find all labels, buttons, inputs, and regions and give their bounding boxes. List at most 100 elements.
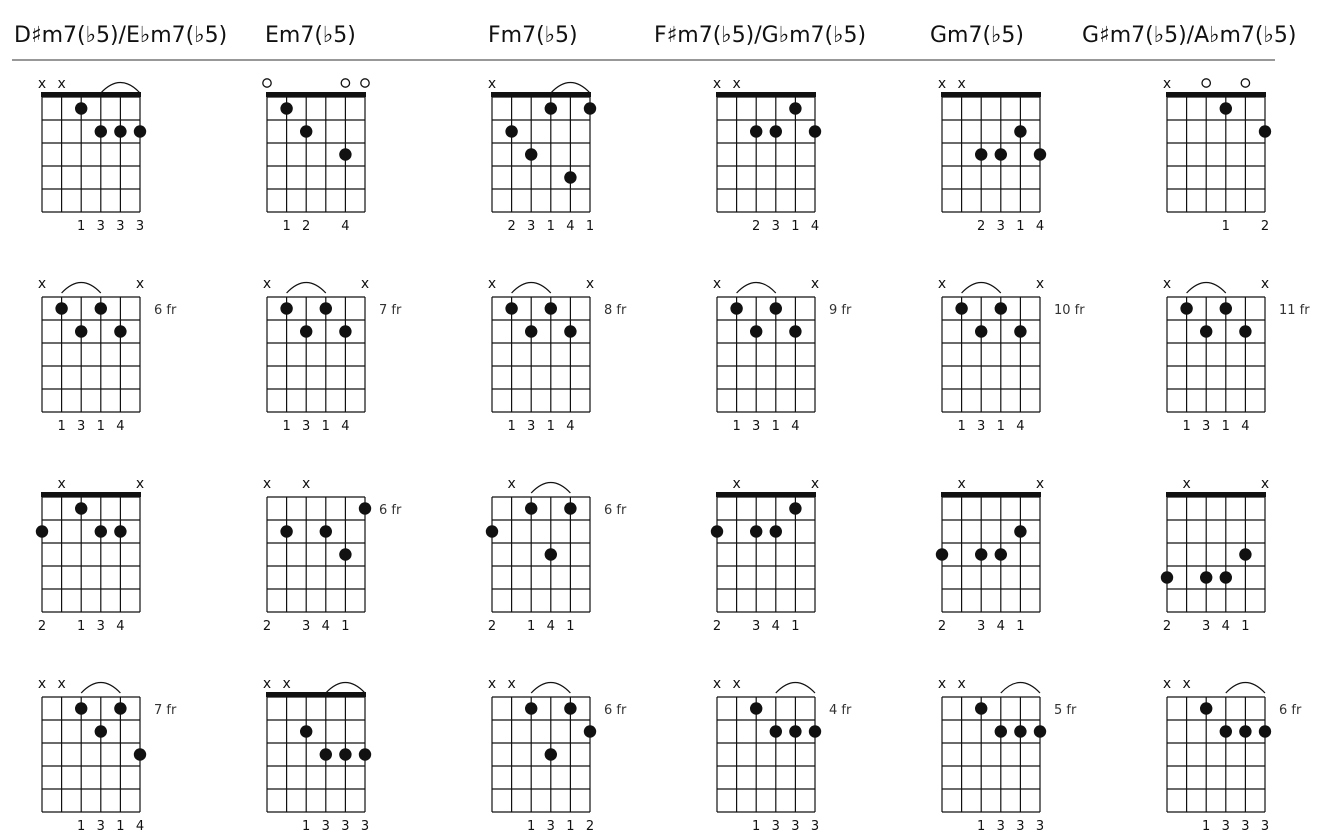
finger-dot <box>1200 702 1213 715</box>
finger-number: 3 <box>322 819 330 834</box>
finger-number: 1 <box>282 419 290 434</box>
finger-number: 3 <box>772 219 780 234</box>
muted-string-mark: x <box>713 676 721 692</box>
finger-dot <box>750 525 763 538</box>
nut-bar <box>266 92 366 97</box>
finger-dot <box>994 148 1007 161</box>
finger-number: 3 <box>341 819 349 834</box>
finger-dot <box>1239 725 1252 738</box>
finger-dot <box>94 302 108 315</box>
barre-arc <box>511 281 552 294</box>
finger-number: 3 <box>1202 619 1210 634</box>
finger-number: 1 <box>732 419 740 434</box>
finger-dot <box>94 125 108 138</box>
barre-arc <box>80 681 121 694</box>
finger-dot <box>339 325 352 338</box>
chord-diagram: 7 frx x1 3 1 4 <box>38 676 177 834</box>
chord-diagram: 7 frx x1 3 1 4 <box>263 276 402 434</box>
finger-dot <box>525 502 538 515</box>
finger-dot <box>114 125 127 138</box>
open-string-mark <box>340 78 351 88</box>
finger-dot <box>1180 302 1193 315</box>
finger-number: 3 <box>97 619 105 634</box>
finger-dot <box>114 702 127 715</box>
finger-number: 3 <box>977 619 985 634</box>
finger-number: 4 <box>547 619 555 634</box>
finger-number: 2 <box>1261 219 1269 234</box>
finger-number: 1 <box>586 219 594 234</box>
muted-string-mark: x <box>136 476 144 492</box>
finger-dot <box>1219 102 1233 115</box>
chord-diagrams: x x1 3 3 3 1 2 4x2 3 1 4 1x x2 3 1 4x x2 3 1 4x1 26 frx x1 3 1 4… <box>35 76 1310 834</box>
muted-string-mark: x <box>1163 76 1171 92</box>
finger-dot <box>789 325 802 338</box>
finger-number: 1 <box>1016 619 1024 634</box>
muted-string-mark: x <box>957 476 965 492</box>
finger-dot <box>544 748 557 761</box>
nut-bar <box>941 492 1041 497</box>
finger-dot <box>300 125 313 138</box>
finger-dot <box>319 525 332 538</box>
finger-number: 2 <box>38 619 46 634</box>
barre-arc <box>530 681 571 694</box>
finger-dot <box>789 502 802 515</box>
muted-string-mark: x <box>713 276 721 292</box>
finger-dot <box>280 302 293 315</box>
fret-position-label: 6 fr <box>604 703 627 718</box>
muted-string-mark: x <box>57 476 65 492</box>
finger-dot <box>975 148 988 161</box>
chord-diagram: 10 frx x1 3 1 4 <box>938 276 1085 434</box>
finger-dot <box>750 325 763 338</box>
chord-title-f-sharp-m7b5: F♯m7(♭5)/G♭m7(♭5) <box>654 23 866 48</box>
muted-string-mark: x <box>263 276 271 292</box>
muted-string-mark: x <box>38 76 46 92</box>
finger-dot <box>544 548 557 561</box>
finger-number: 1 <box>1241 619 1249 634</box>
muted-string-mark: x <box>488 76 496 92</box>
finger-dot <box>339 548 352 561</box>
fret-position-label: 6 fr <box>379 503 402 518</box>
finger-number: 3 <box>977 419 985 434</box>
barre-arc <box>961 281 1002 294</box>
finger-dot <box>975 702 988 715</box>
finger-number: 3 <box>302 619 310 634</box>
muted-string-mark: x <box>361 276 369 292</box>
finger-number: 3 <box>752 619 760 634</box>
finger-dot <box>114 525 127 538</box>
finger-dot <box>35 525 49 538</box>
finger-number: 1 <box>547 419 555 434</box>
finger-number: 4 <box>136 819 144 834</box>
chord-diagram: 6 frx x1 3 1 4 <box>38 276 177 434</box>
finger-number: 1 <box>97 419 105 434</box>
muted-string-mark: x <box>732 676 740 692</box>
barre-arc <box>736 281 777 294</box>
finger-number: 2 <box>507 219 515 234</box>
chord-diagram: x x 2 3 1 4 <box>713 76 822 234</box>
finger-dot <box>94 725 108 738</box>
finger-dot <box>564 502 577 515</box>
finger-number: 3 <box>997 219 1005 234</box>
finger-dot <box>583 725 597 738</box>
finger-dot <box>1258 725 1272 738</box>
finger-dot <box>750 125 763 138</box>
finger-dot <box>789 725 802 738</box>
finger-number: 2 <box>1163 619 1171 634</box>
finger-dot <box>75 102 88 115</box>
finger-number: 1 <box>57 419 65 434</box>
finger-dot <box>1258 125 1272 138</box>
finger-dot <box>505 302 518 315</box>
chord-diagram: 6 fr x x 2 3 4 1 <box>263 476 402 634</box>
finger-dot <box>55 302 68 315</box>
barre-arc <box>286 281 327 294</box>
muted-string-mark: x <box>263 476 271 492</box>
finger-dot <box>994 302 1007 315</box>
finger-number: 2 <box>977 219 985 234</box>
nut-bar <box>1166 92 1266 97</box>
finger-number: 4 <box>997 619 1005 634</box>
nut-bar <box>1166 492 1266 497</box>
fret-position-label: 6 fr <box>604 503 627 518</box>
finger-dot <box>955 302 968 315</box>
nut-bar <box>41 92 141 97</box>
fret-position-label: 4 fr <box>829 703 852 718</box>
open-string-mark <box>1240 78 1251 88</box>
